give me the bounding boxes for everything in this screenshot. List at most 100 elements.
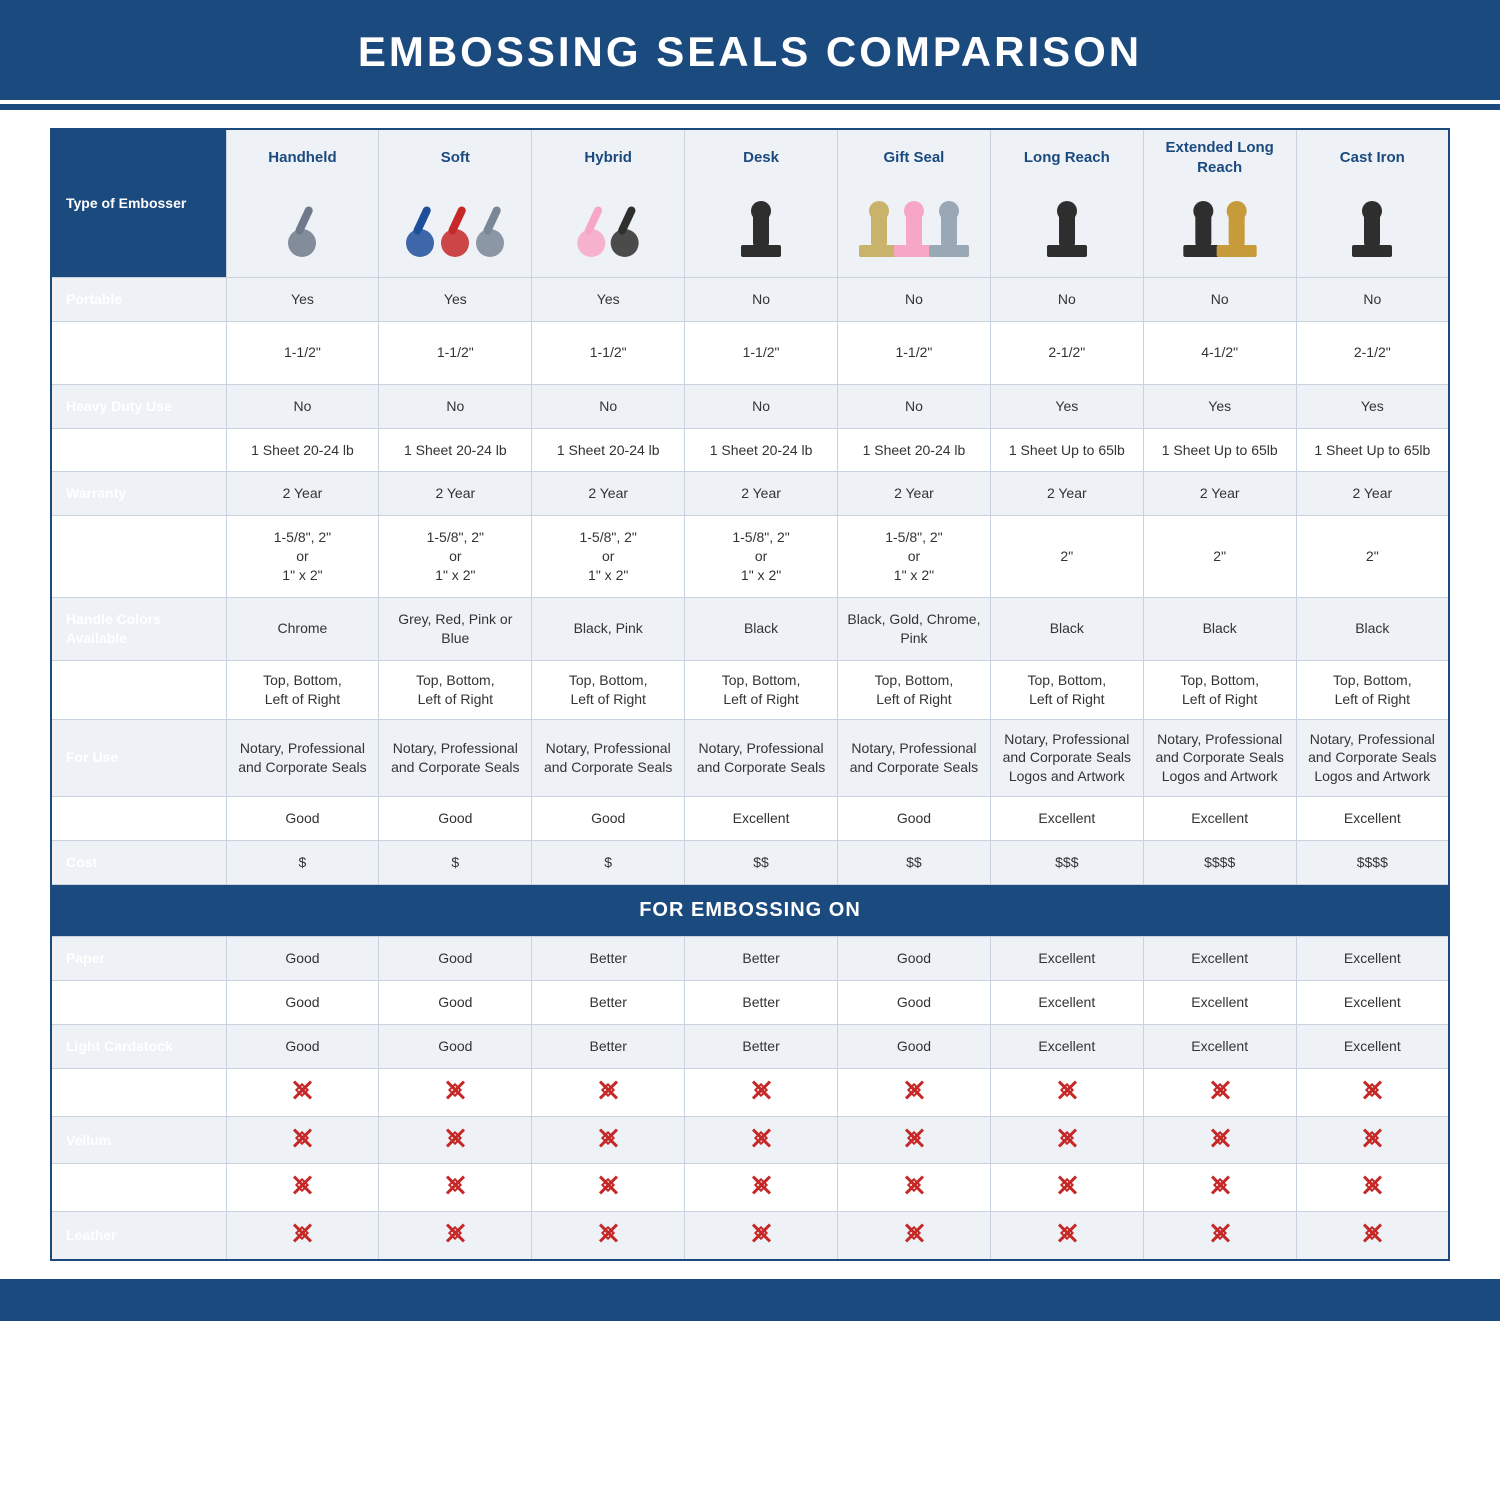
row-label: Artwork and Logos [51,797,226,841]
not-supported-icon [291,1174,313,1196]
not-supported-icon [444,1222,466,1244]
table-cell [379,1164,532,1212]
table-cell: Notary, Professional and Corporate Seals… [990,719,1143,797]
table-cell: 2" [1143,516,1296,598]
not-supported-icon [1056,1222,1078,1244]
not-supported-icon [597,1222,619,1244]
comparison-table: Type of EmbosserHandheldSoftHybridDeskGi… [50,128,1450,1261]
table-cell: Good [838,797,991,841]
table-cell: 1-5/8", 2"or1" x 2" [226,516,379,598]
table-cell: Excellent [990,937,1143,981]
table-cell: Excellent [685,797,838,841]
table-cell: 1 Sheet 20-24 lb [838,428,991,472]
col-image-7 [1296,183,1449,278]
table-cell: 2 Year [838,472,991,516]
table-cell: Good [379,1024,532,1068]
col-image-2 [532,183,685,278]
table-cell: 2 Year [1143,472,1296,516]
table-cell: Notary, Professional and Corporate Seals… [1143,719,1296,797]
row-label: Lined Evenvlops [51,1164,226,1212]
row-label: Orientation Options [51,660,226,719]
table-cell: Good [532,797,685,841]
not-supported-icon [1209,1222,1231,1244]
col-head-6: Extended Long Reach [1143,129,1296,183]
table-cell: Excellent [1296,797,1449,841]
table-cell: No [990,278,1143,322]
table-cell: Black [1296,598,1449,661]
col-image-6 [1143,183,1296,278]
table-cell: 1-5/8", 2"or1" x 2" [838,516,991,598]
table-cell [838,1116,991,1164]
table-cell: 1 Sheet 20-24 lb [226,428,379,472]
not-supported-icon [1209,1174,1231,1196]
table-row: Warranty2 Year2 Year2 Year2 Year2 Year2 … [51,472,1449,516]
table-cell: Excellent [990,1024,1143,1068]
table-cell: Good [226,797,379,841]
table-cell: Excellent [1296,1024,1449,1068]
table-cell [226,1212,379,1260]
not-supported-icon [597,1174,619,1196]
section-bar: FOR EMBOSSING ON [51,885,1449,937]
table-cell: Good [838,980,991,1024]
table-cell: 2 Year [532,472,685,516]
table-cell [990,1068,1143,1116]
not-supported-icon [750,1174,772,1196]
table-cell: 1-1/2" [379,321,532,384]
page-title: EMBOSSING SEALS COMPARISON [0,0,1500,100]
table-cell [379,1212,532,1260]
col-image-0 [226,183,379,278]
table-cell: $$ [838,841,991,885]
table-cell [990,1116,1143,1164]
not-supported-icon [444,1079,466,1101]
table-cell: Top, Bottom,Left of Right [532,660,685,719]
table-cell: Excellent [1143,937,1296,981]
col-head-0: Handheld [226,129,379,183]
table-cell: 1 Sheet 20-24 lb [379,428,532,472]
table-cell [226,1164,379,1212]
table-cell: Excellent [990,980,1143,1024]
table-cell: Chrome [226,598,379,661]
table-cell: 1 Sheet 20-24 lb [532,428,685,472]
table-row: Orientation Options Top, Bottom,Left of R… [51,660,1449,719]
table-cell [838,1164,991,1212]
row-label: Standard Envelopes [51,980,226,1024]
table-body: PortableYesYesYesNoNoNoNoNoSeal Reach fr… [51,278,1449,1261]
table-cell [838,1212,991,1260]
table-cell: No [685,384,838,428]
table-row: Heavy Duty UseNoNoNoNoNoYesYesYes [51,384,1449,428]
table-cell: Yes [226,278,379,322]
not-supported-icon [903,1079,925,1101]
not-supported-icon [291,1079,313,1101]
table-row: Mylar [51,1068,1449,1116]
col-image-1 [379,183,532,278]
table-cell: Black [990,598,1143,661]
row-label: Seal Reach from Edge of Page [51,321,226,384]
col-head-1: Soft [379,129,532,183]
table-cell: $ [226,841,379,885]
table-cell [1143,1116,1296,1164]
table-row: Lined Evenvlops [51,1164,1449,1212]
table-cell [532,1164,685,1212]
table-cell: No [1296,278,1449,322]
row-label: Portable [51,278,226,322]
not-supported-icon [1056,1127,1078,1149]
table-cell: $$$$ [1143,841,1296,885]
col-head-4: Gift Seal [838,129,991,183]
not-supported-icon [291,1127,313,1149]
bottom-bar [0,1279,1500,1321]
table-cell: 1-1/2" [838,321,991,384]
table-cell: Top, Bottom,Left of Right [685,660,838,719]
not-supported-icon [750,1127,772,1149]
row-label: Paper [51,937,226,981]
table-cell: Good [226,1024,379,1068]
table-row: Seal Reach from Edge of Page 1-1/2" 1-1/2"… [51,321,1449,384]
table-cell: Yes [1143,384,1296,428]
table-cell: Top, Bottom,Left of Right [838,660,991,719]
not-supported-icon [1209,1127,1231,1149]
table-cell [226,1116,379,1164]
table-cell: Notary, Professional and Corporate Seals [379,719,532,797]
table-cell: 2" [990,516,1143,598]
table-cell: Notary, Professional and Corporate Seals [685,719,838,797]
table-cell: 2 Year [990,472,1143,516]
table-cell: $$$$ [1296,841,1449,885]
